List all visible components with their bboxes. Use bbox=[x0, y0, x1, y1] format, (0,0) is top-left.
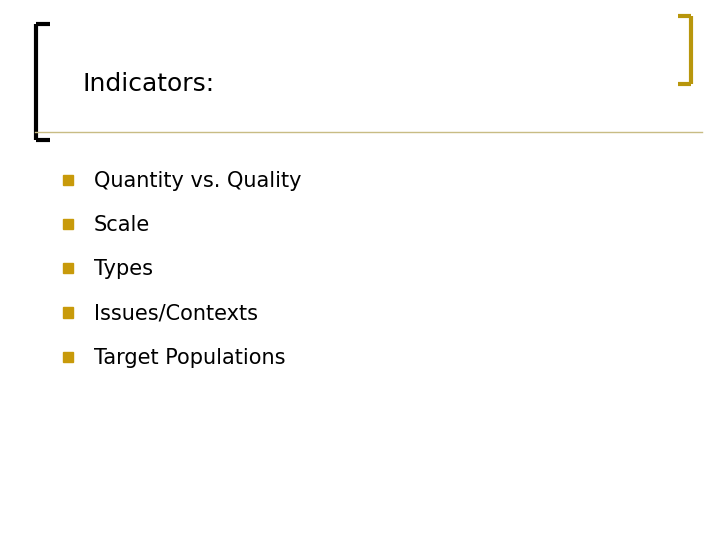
Text: Scale: Scale bbox=[94, 215, 150, 235]
FancyBboxPatch shape bbox=[63, 307, 73, 318]
FancyBboxPatch shape bbox=[63, 219, 73, 229]
FancyBboxPatch shape bbox=[63, 174, 73, 185]
FancyBboxPatch shape bbox=[63, 352, 73, 362]
Text: Indicators:: Indicators: bbox=[83, 72, 215, 96]
Text: Types: Types bbox=[94, 259, 153, 280]
FancyBboxPatch shape bbox=[63, 263, 73, 273]
Text: Issues/Contexts: Issues/Contexts bbox=[94, 303, 258, 324]
Text: Quantity vs. Quality: Quantity vs. Quality bbox=[94, 171, 301, 191]
Text: Target Populations: Target Populations bbox=[94, 348, 285, 368]
